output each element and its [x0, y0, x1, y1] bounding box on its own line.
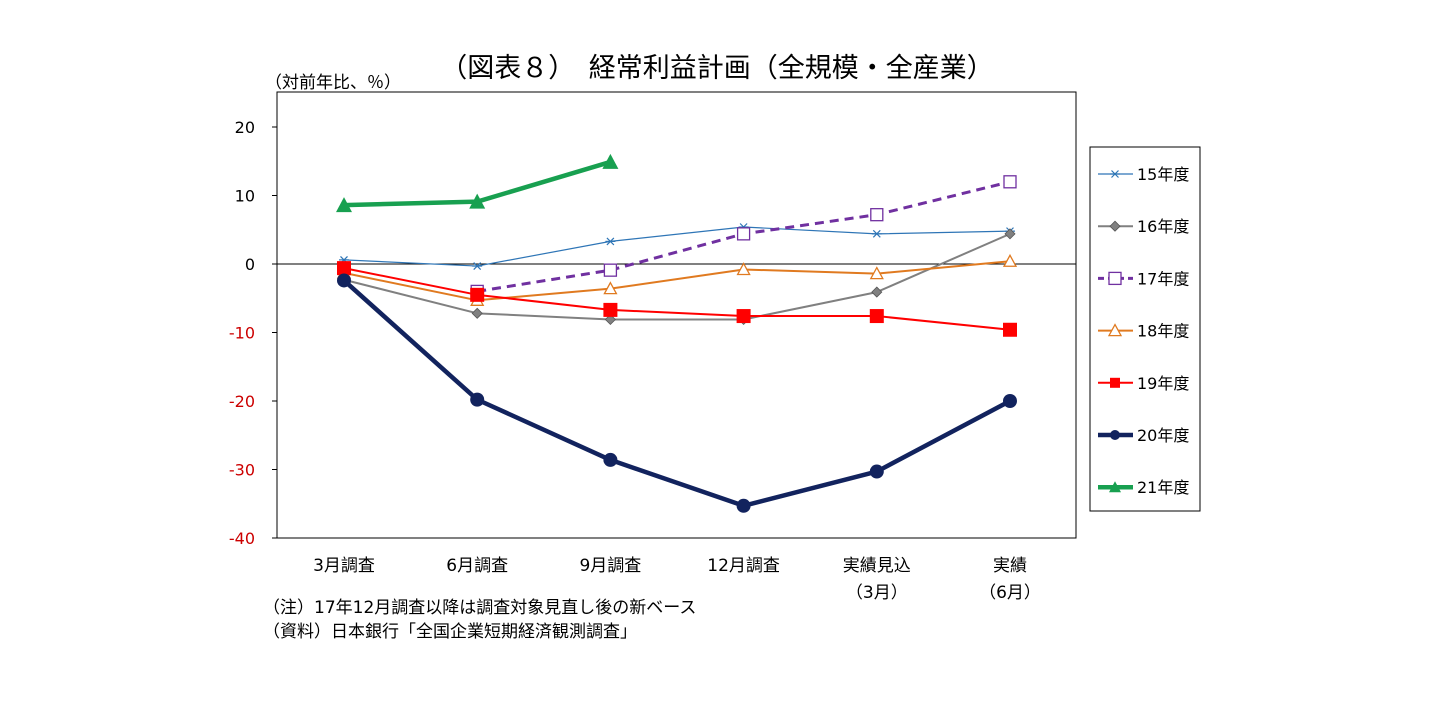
chart-title: （図表８） 経常利益計画（全規模・全産業）: [440, 53, 994, 84]
data-point: [469, 193, 486, 209]
legend-label: 20年度: [1137, 426, 1189, 445]
y-tick-label: -10: [229, 324, 255, 343]
data-point: [869, 464, 884, 479]
data-point: [736, 227, 751, 241]
data-point: [736, 262, 751, 276]
data-point: [1109, 481, 1121, 493]
series-15年度: [339, 223, 1015, 270]
data-point: [470, 287, 485, 302]
x-axis: 3月調査 6月調査 9月調査 12月調査 実績見込 （3月） 実績 （6月）: [313, 556, 1041, 603]
x-tick-label: 12月調査: [707, 556, 780, 576]
data-point: [1002, 253, 1018, 267]
x-tick-label: 実績見込: [843, 556, 911, 576]
data-point: [1110, 170, 1120, 178]
legend-item: 19年度: [1098, 374, 1189, 393]
series-layer: [336, 153, 1018, 513]
series-17年度: [470, 175, 1017, 299]
legend-label: 16年度: [1137, 217, 1189, 236]
data-point: [1110, 430, 1120, 440]
legend-item: 20年度: [1098, 426, 1189, 445]
data-point: [603, 302, 618, 317]
data-point: [603, 263, 618, 277]
legend-label: 19年度: [1137, 374, 1189, 393]
series-line: [343, 232, 1011, 321]
data-point: [603, 281, 618, 295]
series-18年度: [336, 253, 1018, 306]
legend-box: [1089, 146, 1201, 512]
y-tick-label: -20: [229, 392, 255, 411]
series-line: [343, 267, 1011, 331]
data-point: [869, 266, 884, 280]
y-tick-label: -30: [229, 461, 255, 480]
data-point: [869, 309, 884, 324]
data-point: [472, 262, 483, 270]
data-point: [605, 237, 616, 246]
data-point: [602, 153, 619, 169]
legend-item: 17年度: [1098, 269, 1189, 288]
legend-item: 18年度: [1098, 322, 1189, 341]
y-tick-label: 20: [235, 118, 255, 137]
legend-label: 15年度: [1137, 165, 1189, 184]
legend-label: 18年度: [1137, 322, 1189, 341]
y-tick-label: -40: [229, 529, 255, 548]
data-point: [1110, 377, 1120, 388]
series-19年度: [337, 261, 1017, 337]
series-16年度: [338, 228, 1016, 326]
data-point: [337, 261, 351, 276]
data-point: [336, 197, 352, 213]
y-tick-label: 10: [235, 187, 255, 206]
data-point: [736, 498, 751, 513]
legend-item: 16年度: [1098, 217, 1189, 236]
source-text: （資料）日本銀行「全国企業短期経済観測調査」: [263, 622, 637, 642]
data-point: [604, 313, 616, 326]
data-point: [1003, 322, 1017, 337]
x-tick-label: 9月調査: [579, 556, 641, 576]
data-point: [871, 286, 883, 298]
legend-item: 21年度: [1098, 478, 1189, 497]
legend-label: 21年度: [1137, 478, 1189, 497]
legend-label: 17年度: [1137, 269, 1189, 288]
data-point: [871, 229, 882, 238]
series-line: [343, 260, 1011, 302]
data-point: [870, 208, 884, 222]
legend: 15年度 16年度 17年度 18年度 19年度 20年度 21年度: [1098, 165, 1189, 497]
x-tick-label: （6月）: [979, 583, 1041, 603]
x-tick-label: 実績: [993, 556, 1027, 576]
data-point: [736, 309, 751, 324]
x-tick-label: （3月）: [846, 583, 908, 603]
note-text: （注）17年12月調査以降は調査対象見直し後の新ベース: [263, 598, 697, 618]
data-point: [337, 273, 351, 288]
data-point: [1003, 175, 1017, 189]
series-20年度: [337, 273, 1017, 513]
data-point: [470, 392, 485, 407]
data-point: [1003, 394, 1017, 408]
data-point: [603, 452, 618, 467]
series-21年度: [336, 153, 619, 213]
legend-item: 15年度: [1098, 165, 1189, 184]
data-point: [471, 307, 483, 319]
x-tick-label: 6月調査: [446, 556, 508, 576]
y-tick-label: 0: [245, 255, 255, 274]
plot-area: [276, 91, 1077, 539]
y-axis: 20 10 0 -10 -20 -30 -40: [229, 118, 1076, 548]
y-axis-unit-label: （対前年比、％）: [265, 73, 401, 93]
data-point: [1004, 228, 1016, 240]
x-tick-label: 3月調査: [313, 556, 375, 576]
data-point: [1108, 271, 1122, 286]
series-line: [342, 278, 1012, 509]
series-line: [343, 226, 1011, 267]
data-point: [1107, 323, 1123, 337]
data-point: [1109, 220, 1121, 232]
